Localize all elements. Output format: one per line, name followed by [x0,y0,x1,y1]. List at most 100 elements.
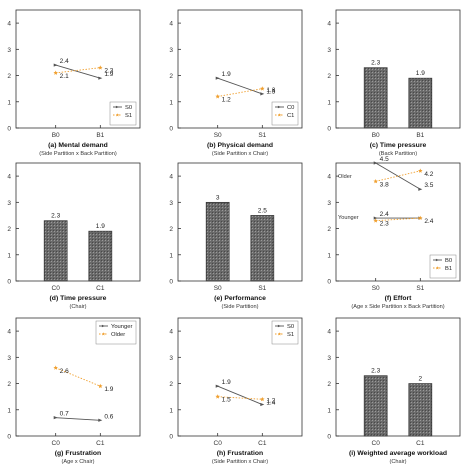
chart-panel: 0 1 2 3 4 S0 S1 (e) Performance (Side Partition)… [169,162,303,310]
x-tick-label: C0 [214,440,223,447]
y-tick-label: 2 [327,381,331,388]
y-tick-label: 1 [327,407,331,414]
data-label: 0.7 [60,411,69,418]
data-point [418,187,423,191]
y-tick-label: 3 [7,200,11,207]
y-tick-label: 3 [169,47,173,54]
chart-subtitle: (Age x Chair) [62,459,95,465]
legend-box [95,320,137,345]
plot-frame [15,162,141,282]
data-label: 1.5 [266,89,275,96]
x-tick-label: C1 [96,440,105,447]
bar-value-label: 1.9 [416,70,425,77]
chart-title: (g) Frustration [55,450,101,457]
series-line [217,396,263,400]
plot-frame [335,317,461,437]
chart-panel: 0 1 2 3 4 S0 S1(f) Effort (Age x Side Partition… [327,156,461,310]
y-tick-label: 0 [169,434,173,441]
data-point [215,384,220,388]
y-tick-label: 3 [169,355,173,362]
bar [43,220,68,282]
bar-value-label: 3 [216,194,220,201]
data-label: 2.6 [60,368,69,375]
data-point [98,418,103,422]
series-line [217,385,263,405]
plot-frame [335,162,461,282]
data-point [98,65,103,70]
y-tick-label: 3 [169,200,173,207]
data-label: 1.2 [266,398,275,405]
annotation-label: Younger [338,215,359,221]
y-tick-label: 0 [7,434,11,441]
y-tick-label: 4 [327,329,331,336]
x-tick-label: B0 [52,132,60,139]
data-point [260,86,265,91]
data-label: 1.2 [222,97,231,104]
legend-marker [435,266,440,270]
data-label: 1.9 [222,71,231,78]
legend-box [109,101,137,126]
data-point [53,63,58,67]
y-tick-label: 3 [327,355,331,362]
chart-title: (e) Performance [214,295,266,302]
y-tick-label: 3 [327,47,331,54]
data-label: 4.5 [380,156,389,163]
x-tick-label: C0 [372,440,381,447]
y-tick-label: 0 [7,126,11,133]
chart-subtitle: (Side Partition x Chair) [212,151,268,157]
y-tick-label: 2 [169,73,173,80]
bar [88,230,113,282]
data-label: 1.5 [222,397,231,404]
y-tick-label: 3 [7,47,11,54]
chart-subtitle: (Side Partition x Chair) [212,459,268,465]
chart-panel: 0 1 2 3 4 B0 B1 (a) Mental demand (Side Partitio… [7,9,141,157]
data-point [53,70,58,75]
legend-label: S0 [125,105,132,111]
data-point [215,76,220,80]
bar [250,215,275,282]
bar [363,67,388,129]
bar [205,201,230,282]
x-tick-label: B0 [372,132,380,139]
y-tick-label: 2 [7,226,11,233]
legend-marker [101,324,106,328]
x-tick-label: S0 [372,285,380,292]
y-tick-label: 4 [7,174,11,181]
chart-panel: 0 1 2 3 4 C0 C1 (g) Frustration (Age x Chair) 0.7… [7,317,141,465]
y-tick-label: 0 [7,279,11,286]
chart-panel: 0 1 2 3 4 C0 C1 (d) Time pressure (Chair) 2.3 1.9 [7,162,141,310]
data-point [215,394,220,399]
x-tick-label: C1 [416,440,425,447]
legend-box [271,320,299,345]
y-tick-label: 3 [327,200,331,207]
x-tick-label: C0 [52,440,61,447]
legend-label: S1 [287,332,294,338]
bar [408,77,433,129]
legend-label: S0 [287,324,294,330]
y-tick-label: 1 [169,407,173,414]
x-tick-label: C1 [258,440,267,447]
chart-title: (c) Time pressure [370,142,427,149]
y-tick-label: 1 [169,252,173,259]
x-tick-label: S0 [214,132,222,139]
y-tick-label: 0 [327,279,331,286]
data-point [373,178,378,184]
data-point [53,365,58,370]
data-point [260,396,265,402]
data-label: 2.4 [380,211,389,218]
series-line [217,88,263,97]
data-point [53,416,58,420]
plot-frame [15,9,141,129]
chart-subtitle: (Side Partition x Back Partition) [39,151,117,157]
chart-panel: 0 1 2 3 4 C0 C1 (i) Weighted average workload (C… [327,317,461,465]
y-tick-label: 2 [169,381,173,388]
data-label: 2.1 [60,73,69,80]
y-tick-label: 4 [327,174,331,181]
legend-marker [435,258,440,262]
y-tick-label: 4 [7,21,11,28]
y-tick-label: 1 [7,407,11,414]
y-tick-label: 1 [169,99,173,106]
y-tick-label: 0 [169,126,173,133]
series-line [55,67,101,74]
